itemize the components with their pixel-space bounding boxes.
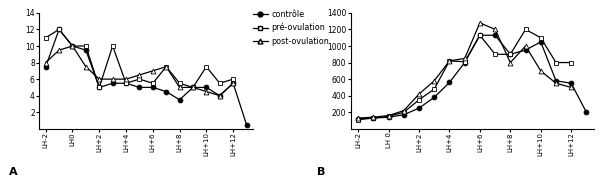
Text: B: B [317,167,325,178]
Text: A: A [9,167,17,178]
Legend: contrôle, pré-ovulation, post-ovulation: contrôle, pré-ovulation, post-ovulation [253,10,329,46]
